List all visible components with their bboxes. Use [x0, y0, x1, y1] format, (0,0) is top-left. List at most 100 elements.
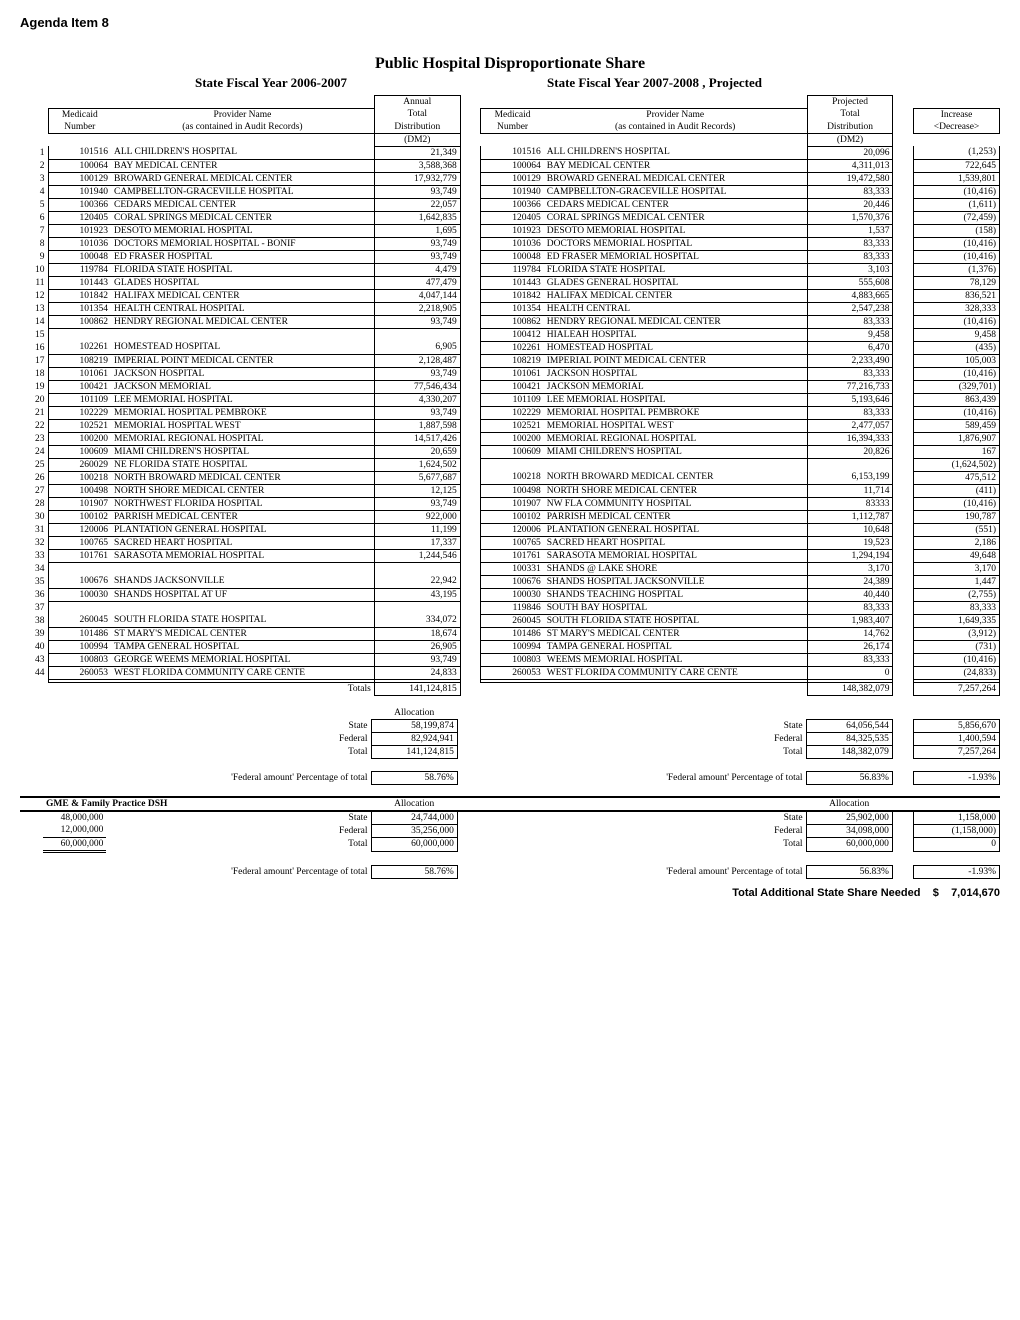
- cell-p1: JACKSON MEMORIAL: [111, 380, 374, 393]
- table-row: 33101761SARASOTA MEMORIAL HOSPITAL1,244,…: [20, 549, 1000, 562]
- gme-pct-lbl2: 'Federal amount' Percentage of total: [541, 865, 806, 878]
- cell-a1: 477,479: [374, 276, 460, 289]
- cell-a1: 14,517,426: [374, 432, 460, 445]
- gme-pct-lbl: 'Federal amount' Percentage of total: [106, 865, 371, 878]
- cell-d: (731): [914, 640, 1000, 653]
- cell-a1: 18,674: [374, 627, 460, 640]
- cell-d: 49,648: [914, 549, 1000, 562]
- table-row: 15100412HIALEAH HOSPITAL9,4589,458: [20, 328, 1000, 341]
- cell-d: (10,416): [914, 315, 1000, 328]
- cell-m2: 100366: [481, 198, 544, 211]
- footer-label: Total Additional State Share Needed: [732, 887, 920, 899]
- cell-a2: 16,394,333: [807, 432, 893, 445]
- cell-d: (329,701): [914, 380, 1000, 393]
- page-title: Public Hospital Disproportionate Share: [20, 55, 1000, 73]
- cell-m1: 101761: [48, 549, 111, 562]
- alloc1-state2: 64,056,544: [806, 719, 892, 732]
- table-row: 37119846SOUTH BAY HOSPITAL83,33383,333: [20, 601, 1000, 614]
- cell-p2: SARASOTA MEMORIAL HOSPITAL: [544, 549, 807, 562]
- cell-a1: 93,749: [374, 315, 460, 328]
- cell-p2: NORTH SHORE MEDICAL CENTER: [544, 484, 807, 497]
- gme-fed-lbl2: Federal: [541, 824, 806, 837]
- cell-m1: 100129: [48, 172, 111, 185]
- cell-m1: 101486: [48, 627, 111, 640]
- cell-m2: 101354: [481, 302, 544, 315]
- row-num: 15: [20, 328, 48, 341]
- cell-d: (1,253): [914, 146, 1000, 159]
- cell-a2: 1,537: [807, 224, 893, 237]
- cell-a1: 17,337: [374, 536, 460, 549]
- cell-a1: 93,749: [374, 653, 460, 666]
- alloc1-pct1: 58.76%: [371, 771, 457, 784]
- table-row: 32100765SACRED HEART HOSPITAL17,33710076…: [20, 536, 1000, 549]
- cell-p2: DOCTORS MEMORIAL HOSPITAL: [544, 237, 807, 250]
- cell-a1: [374, 328, 460, 341]
- cell-a2: 20,446: [807, 198, 893, 211]
- cell-m2: 101907: [481, 497, 544, 510]
- col-contained-r: (as contained in Audit Records): [544, 121, 807, 134]
- cell-p1: MEMORIAL HOSPITAL PEMBROKE: [111, 406, 374, 419]
- cell-d: (551): [914, 523, 1000, 536]
- cell-p1: PARRISH MEDICAL CENTER: [111, 510, 374, 523]
- cell-d: 83,333: [914, 601, 1000, 614]
- table-row: 13101354HEALTH CENTRAL HOSPITAL2,218,905…: [20, 302, 1000, 315]
- col-contained-l: (as contained in Audit Records): [111, 121, 374, 134]
- cell-m2: 101036: [481, 237, 544, 250]
- cell-m2: 100030: [481, 588, 544, 601]
- gme-tot1: 60,000,000: [371, 837, 457, 851]
- cell-p1: HENDRY REGIONAL MEDICAL CENTER: [111, 315, 374, 328]
- cell-m2: 101516: [481, 146, 544, 159]
- gme-alloc-lbl: Allocation: [371, 797, 457, 811]
- alloc1-fed-d: 1,400,594: [913, 732, 999, 745]
- row-num: 7: [20, 224, 48, 237]
- table-row: 44260053WEST FLORIDA COMMUNITY CARE CENT…: [20, 666, 1000, 679]
- cell-p2: CORAL SPRINGS MEDICAL CENTER: [544, 211, 807, 224]
- cell-a2: 1,983,407: [807, 614, 893, 627]
- cell-a1: 93,749: [374, 185, 460, 198]
- cell-m1: [48, 601, 111, 614]
- cell-a2: 6,470: [807, 341, 893, 354]
- cell-p1: BROWARD GENERAL MEDICAL CENTER: [111, 172, 374, 185]
- alloc1-state-lbl2: State: [541, 719, 806, 732]
- table-row: 5100366CEDARS MEDICAL CENTER22,057100366…: [20, 198, 1000, 211]
- cell-a2: 26,174: [807, 640, 893, 653]
- cell-p2: GLADES GENERAL HOSPITAL: [544, 276, 807, 289]
- table-row: 39101486ST MARY'S MEDICAL CENTER18,67410…: [20, 627, 1000, 640]
- cell-a2: 83,333: [807, 237, 893, 250]
- cell-m1: 260053: [48, 666, 111, 679]
- cell-p1: LEE MEMORIAL HOSPITAL: [111, 393, 374, 406]
- col-decrease: <Decrease>: [914, 121, 1000, 134]
- cell-d: (10,416): [914, 250, 1000, 263]
- cell-d: 328,333: [914, 302, 1000, 315]
- cell-m2: 101940: [481, 185, 544, 198]
- cell-d: 722,645: [914, 159, 1000, 172]
- cell-m2: 100064: [481, 159, 544, 172]
- cell-a2: 6,153,199: [807, 471, 893, 484]
- cell-m2: 100498: [481, 484, 544, 497]
- cell-p2: PARRISH MEDICAL CENTER: [544, 510, 807, 523]
- alloc1-lbl: Allocation: [371, 707, 457, 720]
- gme-state-lbl: State: [106, 811, 371, 825]
- cell-m1: 101923: [48, 224, 111, 237]
- cell-a2: 83,333: [807, 250, 893, 263]
- cell-m1: 260045: [48, 614, 111, 627]
- cell-p2: HOMESTEAD HOSPITAL: [544, 341, 807, 354]
- cell-d: 475,512: [914, 471, 1000, 484]
- cell-m1: 101940: [48, 185, 111, 198]
- alloc1-state-lbl: State: [106, 719, 371, 732]
- cell-a2: 1,294,194: [807, 549, 893, 562]
- cell-a1: 3,588,368: [374, 159, 460, 172]
- cell-m2: 108219: [481, 354, 544, 367]
- cell-a1: 2,218,905: [374, 302, 460, 315]
- footer-sym: $: [933, 887, 939, 899]
- cell-m1: 101036: [48, 237, 111, 250]
- cell-a2: 11,714: [807, 484, 893, 497]
- table-row: 22102521MEMORIAL HOSPITAL WEST1,887,5981…: [20, 419, 1000, 432]
- cell-a1: 93,749: [374, 497, 460, 510]
- cell-d: (10,416): [914, 497, 1000, 510]
- gme-title: GME & Family Practice DSH: [43, 797, 371, 811]
- cell-a1: 93,749: [374, 406, 460, 419]
- col-total-l: Total: [374, 108, 460, 121]
- cell-m1: 101907: [48, 497, 111, 510]
- cell-a2: 24,389: [807, 575, 893, 588]
